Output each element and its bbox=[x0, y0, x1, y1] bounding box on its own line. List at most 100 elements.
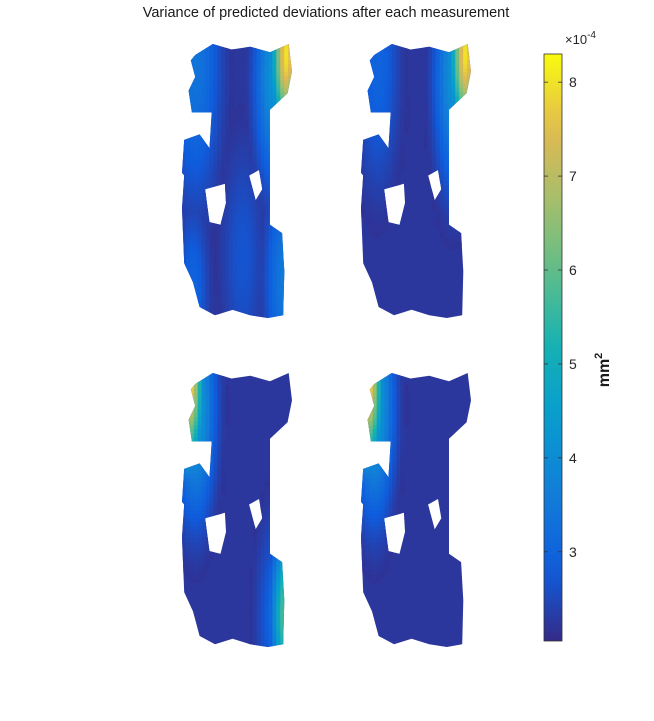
heatmap-cell bbox=[459, 164, 464, 170]
heatmap-cell bbox=[272, 96, 277, 102]
heatmap-cell bbox=[361, 445, 366, 451]
heatmap-cell bbox=[376, 233, 382, 239]
heatmap-cell bbox=[209, 445, 215, 451]
heatmap-cell bbox=[221, 60, 226, 65]
heatmap-cell bbox=[201, 225, 207, 230]
heatmap-cell bbox=[240, 237, 246, 243]
heatmap-cell bbox=[368, 176, 374, 182]
heatmap-cell bbox=[185, 429, 191, 435]
heatmap-cell bbox=[384, 373, 390, 378]
heatmap-cell bbox=[256, 293, 262, 299]
heatmap-cell bbox=[182, 249, 187, 255]
heatmap-cell bbox=[435, 48, 441, 53]
heatmap-cell bbox=[185, 48, 191, 53]
heatmap-cell bbox=[288, 249, 292, 255]
heatmap-cell bbox=[380, 128, 386, 134]
heatmap-cell bbox=[463, 181, 468, 186]
heatmap-cell bbox=[372, 60, 378, 65]
heatmap-cell bbox=[384, 164, 390, 170]
heatmap-cell bbox=[439, 185, 445, 190]
heatmap-cell bbox=[272, 237, 277, 243]
heatmap-cell bbox=[252, 542, 258, 547]
heatmap-cell bbox=[400, 152, 405, 158]
heatmap-cell bbox=[244, 124, 250, 130]
heatmap-cell bbox=[364, 156, 370, 162]
heatmap-cell bbox=[248, 269, 254, 275]
heatmap-cell bbox=[384, 481, 390, 487]
heatmap-cell bbox=[368, 152, 374, 158]
heatmap-cell bbox=[384, 140, 390, 146]
heatmap-cell bbox=[392, 522, 397, 527]
heatmap-cell bbox=[217, 301, 222, 307]
heatmap-cell bbox=[276, 237, 281, 243]
heatmap-cell bbox=[380, 189, 386, 194]
heatmap-cell bbox=[272, 156, 277, 162]
heatmap-cell bbox=[396, 132, 401, 138]
heatmap-cell bbox=[264, 546, 270, 551]
heatmap-cell bbox=[280, 229, 285, 234]
heatmap-cell bbox=[264, 257, 270, 263]
heatmap-cell bbox=[272, 538, 277, 543]
heatmap-cell bbox=[376, 185, 382, 190]
heatmap-cell bbox=[364, 473, 370, 479]
heatmap-cell bbox=[288, 209, 292, 214]
heatmap-cell bbox=[197, 217, 203, 222]
heatmap-cell bbox=[213, 193, 218, 198]
heatmap-cell bbox=[388, 437, 394, 443]
heatmap-cell bbox=[276, 510, 281, 515]
heatmap-cell bbox=[213, 417, 218, 422]
heatmap-cell bbox=[368, 373, 374, 378]
heatmap-cell bbox=[380, 405, 386, 410]
heatmap-cell bbox=[209, 277, 215, 283]
heatmap-cell bbox=[268, 510, 273, 515]
heatmap-cell bbox=[233, 193, 238, 198]
heatmap-cell bbox=[221, 257, 226, 263]
heatmap-cell bbox=[435, 60, 441, 65]
heatmap-cell bbox=[372, 189, 378, 194]
heatmap-cell bbox=[272, 233, 277, 239]
heatmap-cell bbox=[182, 245, 187, 251]
heatmap-cell bbox=[380, 570, 386, 576]
heatmap-cell bbox=[193, 546, 199, 551]
heatmap-cell bbox=[467, 116, 471, 122]
heatmap-cell bbox=[467, 136, 471, 142]
heatmap-cell bbox=[201, 421, 207, 426]
heatmap-cell bbox=[431, 56, 437, 61]
heatmap-cell bbox=[280, 72, 285, 77]
heatmap-cell bbox=[288, 469, 292, 475]
heatmap-cell bbox=[205, 56, 211, 61]
heatmap-cell bbox=[248, 185, 254, 190]
heatmap-cell bbox=[185, 510, 191, 515]
heatmap-cell bbox=[463, 124, 468, 130]
heatmap-cell bbox=[384, 409, 390, 414]
heatmap-cell bbox=[368, 461, 374, 467]
heatmap-cell bbox=[213, 76, 218, 81]
heatmap-cell bbox=[189, 152, 195, 158]
heatmap-cell bbox=[185, 518, 191, 523]
heatmap-cell bbox=[455, 64, 460, 69]
heatmap-cell bbox=[217, 80, 222, 85]
heatmap-cell bbox=[272, 481, 277, 487]
heatmap-cell bbox=[237, 241, 242, 247]
heatmap-cell bbox=[392, 489, 397, 495]
heatmap-cell bbox=[288, 530, 292, 535]
heatmap-cell bbox=[272, 293, 277, 299]
heatmap-cell bbox=[237, 293, 242, 299]
heatmap-cell bbox=[217, 305, 222, 311]
heatmap-cell bbox=[244, 92, 250, 97]
heatmap-cell bbox=[280, 116, 285, 122]
heatmap-cell bbox=[372, 92, 378, 97]
heatmap-cell bbox=[447, 185, 452, 190]
heatmap-cell bbox=[404, 92, 409, 97]
heatmap-cell bbox=[376, 48, 382, 53]
heatmap-cell bbox=[209, 68, 215, 73]
heatmap-cell bbox=[221, 449, 226, 455]
heatmap-cell bbox=[209, 104, 215, 110]
heatmap-cell bbox=[396, 510, 401, 515]
heatmap-cell bbox=[217, 181, 222, 186]
heatmap-cell bbox=[376, 193, 382, 198]
heatmap-cell bbox=[209, 152, 215, 158]
heatmap-cell bbox=[221, 189, 226, 194]
heatmap-cell bbox=[193, 469, 199, 475]
heatmap-cell bbox=[248, 189, 254, 194]
